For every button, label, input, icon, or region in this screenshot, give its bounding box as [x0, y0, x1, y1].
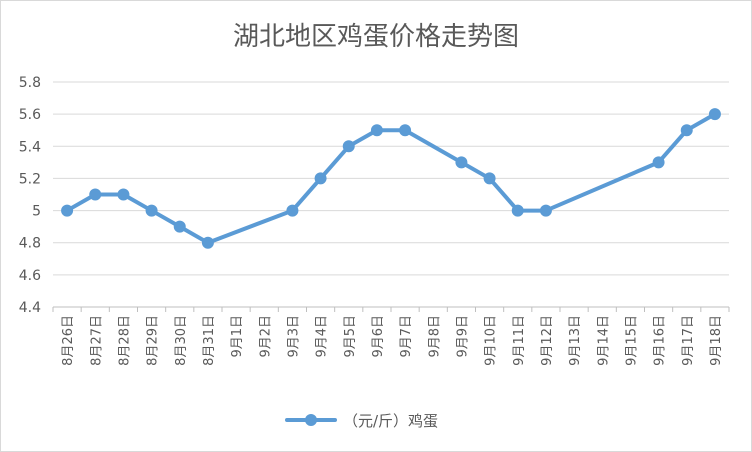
x-tick-label: 9月9日: [455, 315, 470, 358]
data-point: [314, 172, 327, 185]
x-tick-label: 8月28日: [117, 315, 132, 366]
data-point: [89, 188, 102, 201]
x-tick-label: 9月8日: [427, 315, 442, 358]
data-point: [201, 236, 214, 249]
data-point: [61, 204, 74, 217]
x-tick-label: 9月16日: [653, 315, 668, 366]
data-point: [286, 204, 299, 217]
legend-label: （元/斤）鸡蛋: [343, 412, 438, 430]
y-tick-label: 5.2: [19, 171, 41, 187]
x-tick-label: 9月7日: [399, 315, 414, 358]
x-tick-label: 8月29日: [146, 315, 161, 366]
x-tick-label: 8月31日: [202, 315, 217, 366]
data-point: [173, 220, 186, 233]
data-point: [483, 172, 496, 185]
data-point: [708, 108, 721, 121]
x-tick-label: 9月1日: [230, 315, 245, 358]
y-tick-label: 5: [32, 204, 41, 220]
chart-title: 湖北地区鸡蛋价格走势图: [233, 22, 519, 52]
data-point: [342, 140, 355, 153]
x-tick-label: 9月15日: [624, 315, 639, 366]
legend-marker-swatch: [305, 414, 317, 426]
x-tick-label: 9月14日: [596, 315, 611, 366]
data-point: [145, 204, 158, 217]
x-tick-label: 9月6日: [371, 315, 386, 358]
x-tick-label: 8月27日: [89, 315, 104, 366]
x-tick-label: 9月2日: [258, 315, 273, 358]
y-tick-label: 4.8: [19, 236, 41, 252]
x-tick-label: 8月26日: [61, 315, 76, 366]
y-tick-label: 4.6: [19, 268, 41, 284]
x-tick-label: 8月30日: [174, 315, 189, 366]
y-tick-label: 4.4: [19, 300, 41, 316]
x-tick-label: 9月17日: [681, 315, 696, 366]
x-tick-label: 9月18日: [709, 315, 724, 366]
x-tick-label: 9月3日: [286, 315, 301, 358]
series-layer: [61, 108, 721, 249]
data-point: [539, 204, 552, 217]
x-axis-ticks: 8月26日 8月27日 8月28日 8月29日 8月30日 8月31日 9月1日 9月2日 9月…: [61, 315, 724, 366]
data-point: [370, 124, 383, 137]
x-tick-label: 9月11日: [512, 315, 527, 366]
legend: （元/斤）鸡蛋: [285, 412, 438, 430]
x-tick-label: 9月10日: [484, 315, 499, 366]
y-axis-ticks: 4.4 4.6 4.8 5 5.2 5.4 5.6 5.8: [19, 75, 41, 316]
data-point: [399, 124, 412, 137]
x-tick-label: 9月12日: [540, 315, 555, 366]
y-tick-label: 5.4: [19, 139, 41, 155]
y-tick-label: 5.8: [19, 75, 41, 91]
data-point: [652, 156, 665, 169]
data-point: [511, 204, 524, 217]
y-tick-label: 5.6: [19, 107, 41, 123]
data-point: [117, 188, 130, 201]
data-point: [680, 124, 693, 137]
x-tick-label: 9月4日: [315, 315, 330, 358]
gridlines: [52, 81, 730, 312]
x-tick-label: 9月5日: [343, 315, 358, 358]
x-tick-label: 9月13日: [568, 315, 583, 366]
data-point: [455, 156, 468, 169]
